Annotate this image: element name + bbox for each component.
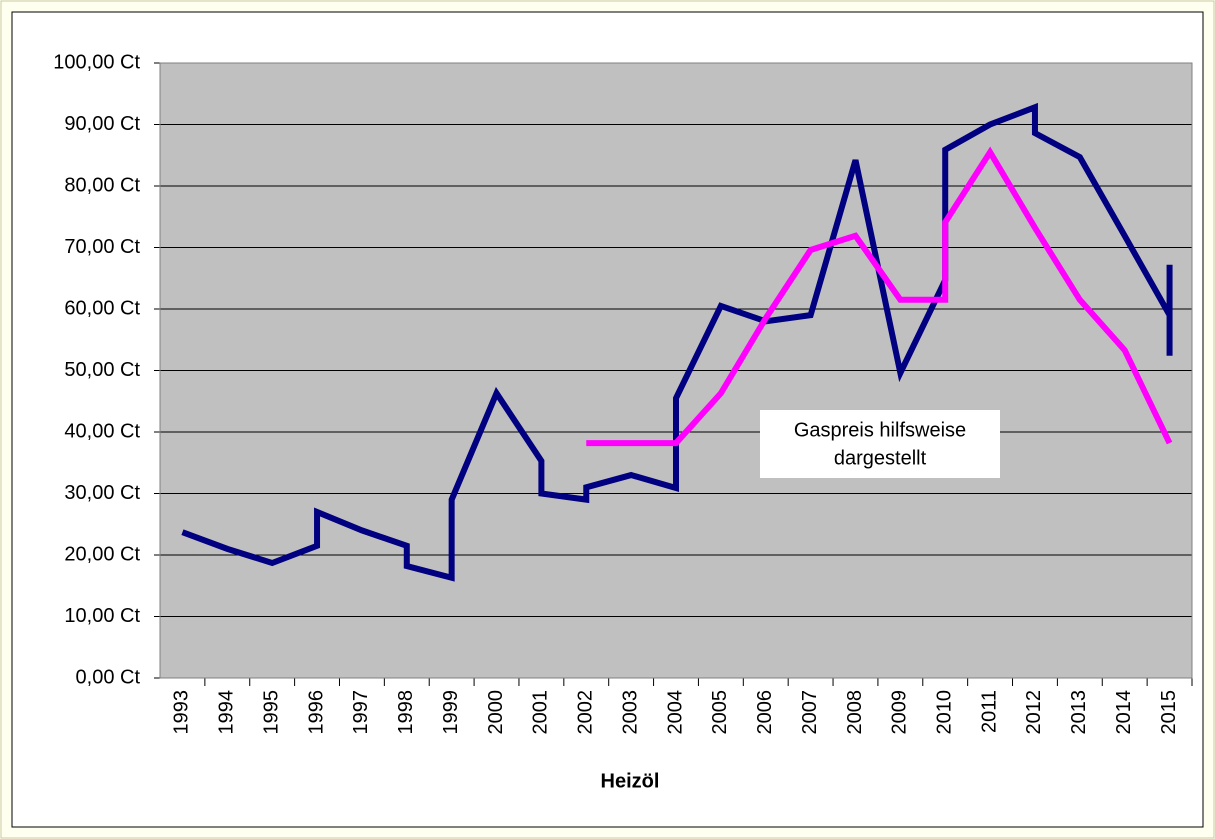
y-tick-label: 70,00 Ct <box>64 236 140 258</box>
x-tick-label: 1995 <box>260 690 282 735</box>
series-line <box>181 102 1173 582</box>
annotation: Gaspreis hilfsweise <box>794 419 966 441</box>
x-tick-label: 2008 <box>844 690 866 735</box>
y-tick-label: 60,00 Ct <box>64 297 140 319</box>
annotation-box <box>760 410 1000 478</box>
annotation: dargestellt <box>834 447 927 469</box>
x-tick-label: 1998 <box>395 690 417 735</box>
x-tick-label: 1997 <box>350 690 372 735</box>
x-tick-label: 2012 <box>1023 690 1045 735</box>
x-tick-label: 1994 <box>216 690 238 735</box>
x-tick-label: 2003 <box>619 690 641 735</box>
x-axis-label: Heizöl <box>601 770 660 792</box>
y-tick-label: 80,00 Ct <box>64 174 140 196</box>
x-tick-label: 2009 <box>889 690 911 735</box>
plot-border <box>159 62 1193 679</box>
y-tick-label: 40,00 Ct <box>64 420 140 442</box>
x-tick-label: 2013 <box>1068 690 1090 735</box>
x-tick-label: 2015 <box>1158 690 1180 735</box>
y-tick-label: 30,00 Ct <box>64 482 140 504</box>
plot: 0,00 Ct 10,00 Ct 20,00 Ct 30,00 Ct 40,00 Ct 5… <box>53 51 1193 735</box>
y-tick-label: 20,00 Ct <box>64 543 140 565</box>
x-tick-label: 2014 <box>1113 690 1135 735</box>
x-tick-label: 2007 <box>799 690 821 735</box>
x-tick-label: 1999 <box>440 690 462 735</box>
y-tick-label: 10,00 Ct <box>64 605 140 627</box>
x-tick-label: 2002 <box>575 690 597 735</box>
x-tick-label: 2006 <box>754 690 776 735</box>
x-tick-label: 2000 <box>485 690 507 735</box>
series-line <box>586 146 1173 447</box>
x-tick-label: 1993 <box>171 690 193 735</box>
x-tick-label: 2004 <box>664 690 686 735</box>
y-tick-label: 90,00 Ct <box>64 113 140 135</box>
y-tick-label: 50,00 Ct <box>64 359 140 381</box>
y-tick-label: 0,00 Ct <box>76 666 141 688</box>
x-tick-label: 2001 <box>530 690 552 735</box>
x-tick-label: 2011 <box>978 690 1000 733</box>
y-tick-label: 100,00 Ct <box>53 51 140 73</box>
x-tick-label: 2010 <box>933 690 955 735</box>
x-tick-label: 2005 <box>709 690 731 735</box>
x-tick-label: 1996 <box>305 690 327 735</box>
